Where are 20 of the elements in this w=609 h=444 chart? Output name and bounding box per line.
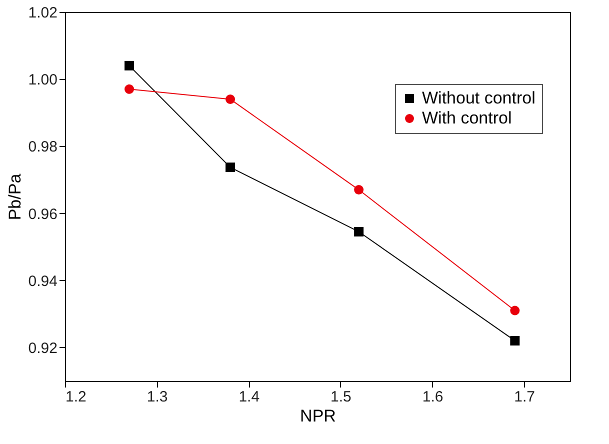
- x-tick-label: 1.5: [330, 388, 352, 406]
- x-tick-label: 1.6: [422, 388, 444, 406]
- y-tick-label: 1.02: [28, 4, 58, 22]
- y-tick-label: 0.92: [28, 340, 58, 357]
- point: [124, 84, 134, 94]
- legend-label: Without control: [422, 88, 536, 108]
- point: [226, 94, 236, 104]
- x-tick-label: 1.4: [238, 388, 260, 406]
- x-tick-label: 1.7: [514, 388, 536, 406]
- point: [226, 162, 236, 172]
- y-tick-label: 0.98: [28, 138, 58, 156]
- y-tick-label: 0.96: [28, 206, 58, 223]
- legend-label: With control: [422, 108, 512, 128]
- y-tick-label: 0.94: [28, 272, 58, 290]
- y-tick-label: 1.00: [28, 72, 58, 89]
- x-tick-label: 1.2: [66, 388, 86, 406]
- y-axis-title: Pb/Pa: [5, 173, 24, 220]
- point: [124, 60, 134, 70]
- x-tick-label: 1.3: [146, 388, 168, 406]
- x-axis-title: NPR: [300, 406, 336, 426]
